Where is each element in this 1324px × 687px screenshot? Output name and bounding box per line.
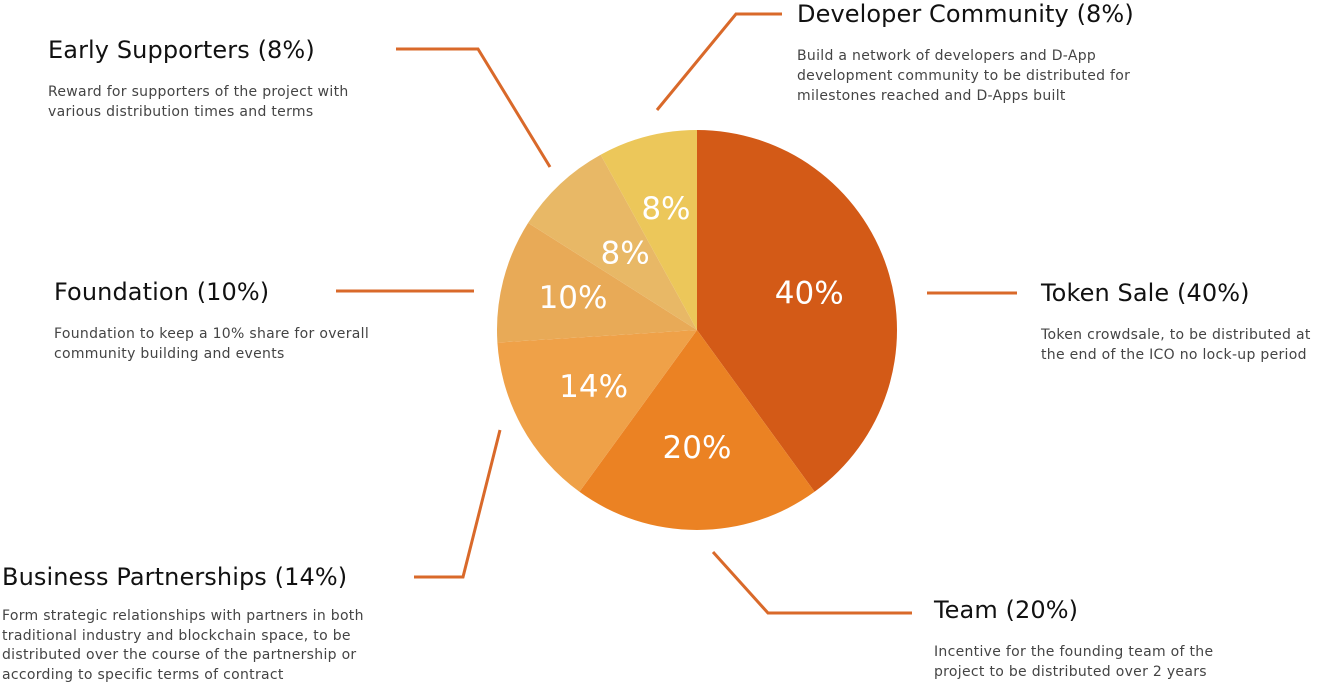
callout-foundation: Foundation (10%) Foundation to keep a 10… <box>54 278 414 364</box>
callout-desc-team: Incentive for the founding team of the p… <box>934 644 1214 680</box>
leader-line-developer <box>655 12 782 111</box>
callout-desc-business: Form strategic relationships with partne… <box>2 608 364 683</box>
callout-desc-early-supporters: Reward for supporters of the project wit… <box>48 84 349 120</box>
callout-business: Business Partnerships (14%) Form strateg… <box>2 563 422 685</box>
leader-lines <box>336 12 1017 615</box>
pie-slice-team <box>579 330 815 531</box>
callout-title-developer: Developer Community (8%) <box>797 0 1134 28</box>
callout-developer: Developer Community (8%) Build a network… <box>797 0 1217 106</box>
pie-slice-foundation <box>497 222 697 343</box>
callout-title-early-supporters: Early Supporters (8%) <box>48 36 315 64</box>
pie-label-foundation: 10% <box>539 280 608 316</box>
callout-title-team: Team (20%) <box>934 596 1079 624</box>
callout-desc-token-sale: Token crowdsale, to be distributed at th… <box>1041 327 1311 363</box>
pie-label-token_sale: 40% <box>775 276 844 312</box>
callout-token-sale: Token Sale (40%) Token crowdsale, to be … <box>1041 279 1324 365</box>
leader-line-early-supporters <box>396 47 552 168</box>
callout-title-token-sale: Token Sale (40%) <box>1041 279 1250 307</box>
callout-title-business: Business Partnerships (14%) <box>2 563 348 591</box>
pie-label-early: 8% <box>601 235 650 271</box>
leader-line-business <box>414 429 502 579</box>
leader-line-team <box>711 550 912 615</box>
callout-desc-developer: Build a network of developers and D-App … <box>797 48 1131 104</box>
pie-slices <box>497 130 897 531</box>
pie-slice-early <box>528 154 697 330</box>
callout-early-supporters: Early Supporters (8%) Reward for support… <box>48 36 428 122</box>
callout-desc-foundation: Foundation to keep a 10% share for overa… <box>54 326 370 362</box>
pie-label-team: 20% <box>663 430 732 466</box>
pie-slice-token_sale <box>697 130 897 492</box>
callout-title-foundation: Foundation (10%) <box>54 278 270 306</box>
pie-slice-business <box>497 330 697 492</box>
pie-label-developer: 8% <box>641 191 690 227</box>
pie-label-business: 14% <box>559 369 628 405</box>
callout-team: Team (20%) Incentive for the founding te… <box>934 596 1274 682</box>
pie-slice-developer <box>600 130 697 330</box>
pie-slice-labels: 40% 20% 14% 10% 8% 8% <box>539 191 844 466</box>
